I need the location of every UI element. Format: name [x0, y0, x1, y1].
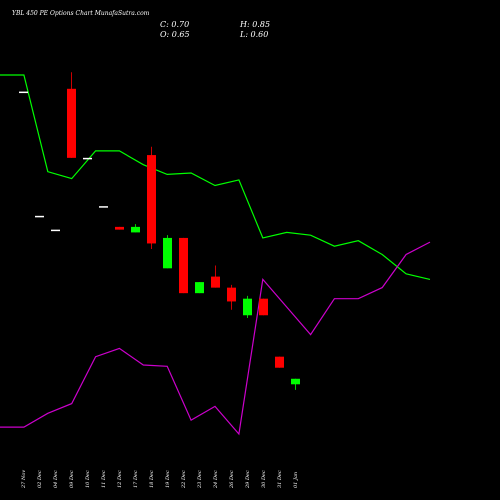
candle-body — [67, 88, 76, 158]
candle — [99, 206, 108, 208]
x-tick-label: 30 Dec — [261, 470, 267, 488]
candle-body — [243, 298, 252, 316]
x-tick-label: 22 Dec — [181, 470, 187, 489]
candle — [211, 265, 220, 288]
candle — [147, 146, 156, 249]
candle — [195, 282, 204, 294]
x-tick-label: 11 Dec — [101, 470, 107, 488]
x-tick-label: 19 Dec — [165, 470, 171, 488]
candle — [163, 235, 172, 269]
chart-title: YBL 450 PE Options Chart MunafaSutra.com — [12, 10, 150, 17]
candle — [131, 224, 140, 233]
close-readout: C: 0.70 — [160, 20, 189, 29]
x-tick-label: 02 Dec — [37, 470, 43, 488]
indicator-lines — [0, 74, 431, 436]
line-series-1 — [0, 74, 431, 280]
x-tick-label: 27 Nov — [21, 470, 27, 489]
candle-body — [227, 287, 236, 302]
candle — [179, 237, 188, 294]
candle — [83, 157, 92, 160]
candle — [51, 229, 60, 232]
low-readout: L: 0.60 — [239, 30, 268, 39]
candle-body — [275, 356, 284, 368]
x-axis-labels: 27 Nov 02 Dec 04 Dec 09 Dec 10 Dec 11 Dec 12 D… — [21, 470, 299, 489]
x-tick-label: 04 Dec — [53, 470, 59, 488]
x-tick-label: 24 Dec — [213, 470, 219, 489]
candle-body — [163, 237, 172, 269]
x-tick-label: 18 Dec — [149, 470, 155, 488]
high-readout: H: 0.85 — [239, 20, 270, 29]
candle — [115, 226, 124, 230]
candle — [67, 72, 76, 158]
candle-body — [195, 282, 204, 294]
candle-body — [147, 155, 156, 244]
candle — [259, 298, 268, 316]
candle-body — [35, 215, 44, 218]
candle-body — [19, 91, 28, 94]
candle-body — [51, 229, 60, 232]
x-tick-label: 10 Dec — [85, 470, 91, 488]
candle — [291, 378, 300, 390]
candle — [243, 295, 252, 319]
candle-body — [115, 226, 124, 230]
x-tick-label: 23 Dec — [197, 470, 203, 489]
candle-body — [131, 226, 140, 233]
candle-body — [259, 298, 268, 316]
candle — [35, 215, 44, 218]
x-tick-label: 01 Jan — [293, 472, 299, 488]
candle-body — [99, 206, 108, 208]
candle-body — [179, 237, 188, 294]
open-readout: O: 0.65 — [160, 30, 190, 39]
candle — [227, 284, 236, 310]
x-tick-label: 29 Dec — [245, 470, 251, 489]
candle — [19, 91, 28, 94]
candlesticks — [19, 72, 300, 390]
x-tick-label: 31 Dec — [277, 470, 283, 488]
candle-body — [83, 157, 92, 160]
candle-body — [211, 276, 220, 288]
x-tick-label: 17 Dec — [133, 470, 139, 488]
line-series-2 — [0, 241, 431, 436]
candle — [275, 356, 284, 368]
x-tick-label: 12 Dec — [117, 470, 123, 488]
candle-body — [291, 378, 300, 385]
x-tick-label: 09 Dec — [69, 470, 75, 488]
x-tick-label: 26 Dec — [229, 470, 235, 489]
